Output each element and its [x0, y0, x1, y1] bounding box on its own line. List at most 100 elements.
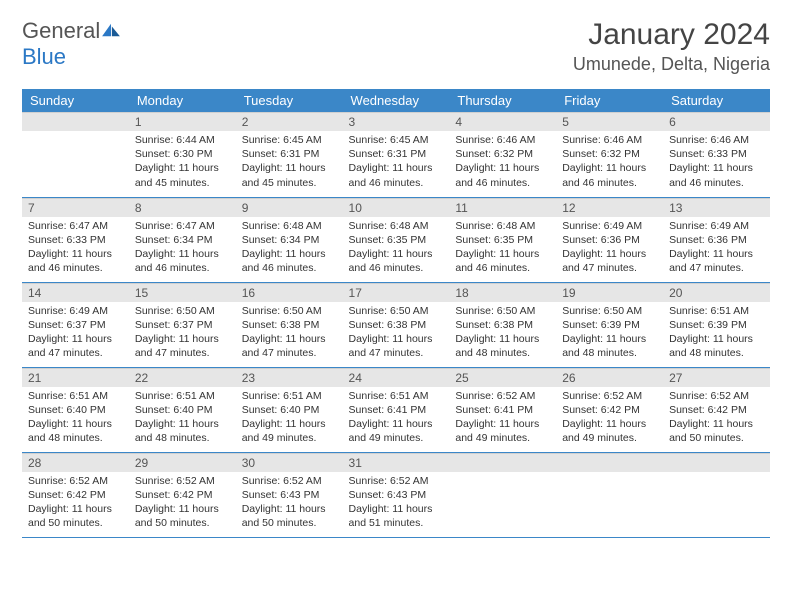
day-number: 2: [236, 112, 343, 131]
day-number: 23: [236, 368, 343, 387]
sunrise-line: Sunrise: 6:51 AM: [242, 389, 337, 403]
day-number: 22: [129, 368, 236, 387]
sunrise-line: Sunrise: 6:50 AM: [455, 304, 550, 318]
day-details: Sunrise: 6:52 AMSunset: 6:42 PMDaylight:…: [663, 387, 770, 450]
day-details: Sunrise: 6:50 AMSunset: 6:38 PMDaylight:…: [236, 302, 343, 365]
day-number: 8: [129, 198, 236, 217]
daylight-line: Daylight: 11 hours and 47 minutes.: [242, 332, 337, 360]
day-number: 28: [22, 453, 129, 472]
day-number-empty: [22, 112, 129, 131]
sunrise-line: Sunrise: 6:45 AM: [242, 133, 337, 147]
sunrise-line: Sunrise: 6:45 AM: [349, 133, 444, 147]
day-number: 29: [129, 453, 236, 472]
sunset-line: Sunset: 6:38 PM: [242, 318, 337, 332]
daylight-line: Daylight: 11 hours and 45 minutes.: [242, 161, 337, 189]
sunrise-line: Sunrise: 6:49 AM: [669, 219, 764, 233]
day-number: 31: [343, 453, 450, 472]
day-number: 27: [663, 368, 770, 387]
daylight-line: Daylight: 11 hours and 46 minutes.: [242, 247, 337, 275]
day-number: 30: [236, 453, 343, 472]
day-details: Sunrise: 6:52 AMSunset: 6:42 PMDaylight:…: [22, 472, 129, 535]
sunrise-line: Sunrise: 6:51 AM: [135, 389, 230, 403]
day-details: Sunrise: 6:51 AMSunset: 6:40 PMDaylight:…: [22, 387, 129, 450]
sunset-line: Sunset: 6:43 PM: [242, 488, 337, 502]
sunset-line: Sunset: 6:41 PM: [455, 403, 550, 417]
day-details: Sunrise: 6:48 AMSunset: 6:35 PMDaylight:…: [343, 217, 450, 280]
calendar-cell: 30Sunrise: 6:52 AMSunset: 6:43 PMDayligh…: [236, 452, 343, 537]
sunset-line: Sunset: 6:33 PM: [28, 233, 123, 247]
day-details: Sunrise: 6:46 AMSunset: 6:32 PMDaylight:…: [449, 131, 556, 194]
daylight-line: Daylight: 11 hours and 46 minutes.: [562, 161, 657, 189]
sunset-line: Sunset: 6:34 PM: [135, 233, 230, 247]
sunrise-line: Sunrise: 6:52 AM: [28, 474, 123, 488]
day-details: Sunrise: 6:50 AMSunset: 6:38 PMDaylight:…: [449, 302, 556, 365]
sunrise-line: Sunrise: 6:49 AM: [562, 219, 657, 233]
day-details: Sunrise: 6:51 AMSunset: 6:39 PMDaylight:…: [663, 302, 770, 365]
sunset-line: Sunset: 6:30 PM: [135, 147, 230, 161]
day-details: Sunrise: 6:50 AMSunset: 6:38 PMDaylight:…: [343, 302, 450, 365]
title-block: January 2024 Umunede, Delta, Nigeria: [573, 18, 770, 75]
daylight-line: Daylight: 11 hours and 47 minutes.: [562, 247, 657, 275]
sunset-line: Sunset: 6:31 PM: [242, 147, 337, 161]
sunrise-line: Sunrise: 6:50 AM: [349, 304, 444, 318]
sunrise-line: Sunrise: 6:47 AM: [135, 219, 230, 233]
day-number-empty: [663, 453, 770, 472]
calendar-cell: 12Sunrise: 6:49 AMSunset: 6:36 PMDayligh…: [556, 197, 663, 282]
sunrise-line: Sunrise: 6:52 AM: [349, 474, 444, 488]
day-number: 17: [343, 283, 450, 302]
day-number: 3: [343, 112, 450, 131]
sunset-line: Sunset: 6:40 PM: [28, 403, 123, 417]
sunrise-line: Sunrise: 6:46 AM: [669, 133, 764, 147]
calendar-cell: 24Sunrise: 6:51 AMSunset: 6:41 PMDayligh…: [343, 367, 450, 452]
calendar-cell: [663, 452, 770, 537]
calendar-week-row: 21Sunrise: 6:51 AMSunset: 6:40 PMDayligh…: [22, 367, 770, 452]
sunrise-line: Sunrise: 6:52 AM: [242, 474, 337, 488]
daylight-line: Daylight: 11 hours and 47 minutes.: [135, 332, 230, 360]
calendar-cell: 19Sunrise: 6:50 AMSunset: 6:39 PMDayligh…: [556, 282, 663, 367]
day-details: Sunrise: 6:49 AMSunset: 6:36 PMDaylight:…: [556, 217, 663, 280]
calendar-week-row: 14Sunrise: 6:49 AMSunset: 6:37 PMDayligh…: [22, 282, 770, 367]
day-details: Sunrise: 6:44 AMSunset: 6:30 PMDaylight:…: [129, 131, 236, 194]
calendar-cell: 28Sunrise: 6:52 AMSunset: 6:42 PMDayligh…: [22, 452, 129, 537]
calendar-week-row: 7Sunrise: 6:47 AMSunset: 6:33 PMDaylight…: [22, 197, 770, 282]
calendar-cell: 25Sunrise: 6:52 AMSunset: 6:41 PMDayligh…: [449, 367, 556, 452]
day-number: 13: [663, 198, 770, 217]
calendar-cell: 4Sunrise: 6:46 AMSunset: 6:32 PMDaylight…: [449, 112, 556, 197]
daylight-line: Daylight: 11 hours and 46 minutes.: [28, 247, 123, 275]
calendar-cell: 29Sunrise: 6:52 AMSunset: 6:42 PMDayligh…: [129, 452, 236, 537]
weekday-header: Thursday: [449, 89, 556, 112]
location: Umunede, Delta, Nigeria: [573, 54, 770, 75]
day-details: Sunrise: 6:47 AMSunset: 6:34 PMDaylight:…: [129, 217, 236, 280]
logo-text-general: General: [22, 18, 100, 43]
calendar-cell: 23Sunrise: 6:51 AMSunset: 6:40 PMDayligh…: [236, 367, 343, 452]
daylight-line: Daylight: 11 hours and 50 minutes.: [28, 502, 123, 530]
day-details: Sunrise: 6:52 AMSunset: 6:41 PMDaylight:…: [449, 387, 556, 450]
sunset-line: Sunset: 6:35 PM: [349, 233, 444, 247]
daylight-line: Daylight: 11 hours and 49 minutes.: [349, 417, 444, 445]
calendar-cell: 31Sunrise: 6:52 AMSunset: 6:43 PMDayligh…: [343, 452, 450, 537]
sunrise-line: Sunrise: 6:52 AM: [455, 389, 550, 403]
sunset-line: Sunset: 6:40 PM: [135, 403, 230, 417]
day-details: Sunrise: 6:48 AMSunset: 6:35 PMDaylight:…: [449, 217, 556, 280]
daylight-line: Daylight: 11 hours and 47 minutes.: [669, 247, 764, 275]
sunset-line: Sunset: 6:39 PM: [669, 318, 764, 332]
calendar-cell: 22Sunrise: 6:51 AMSunset: 6:40 PMDayligh…: [129, 367, 236, 452]
sunrise-line: Sunrise: 6:48 AM: [349, 219, 444, 233]
sunset-line: Sunset: 6:36 PM: [562, 233, 657, 247]
calendar-cell: 7Sunrise: 6:47 AMSunset: 6:33 PMDaylight…: [22, 197, 129, 282]
calendar-cell: 16Sunrise: 6:50 AMSunset: 6:38 PMDayligh…: [236, 282, 343, 367]
sunset-line: Sunset: 6:40 PM: [242, 403, 337, 417]
day-number: 18: [449, 283, 556, 302]
calendar-week-row: 1Sunrise: 6:44 AMSunset: 6:30 PMDaylight…: [22, 112, 770, 197]
weekday-header: Saturday: [663, 89, 770, 112]
sunset-line: Sunset: 6:38 PM: [349, 318, 444, 332]
sunrise-line: Sunrise: 6:50 AM: [135, 304, 230, 318]
logo-sail-icon: [100, 22, 122, 38]
sunset-line: Sunset: 6:41 PM: [349, 403, 444, 417]
sunrise-line: Sunrise: 6:50 AM: [242, 304, 337, 318]
day-details: Sunrise: 6:45 AMSunset: 6:31 PMDaylight:…: [343, 131, 450, 194]
sunset-line: Sunset: 6:37 PM: [28, 318, 123, 332]
calendar-cell: 17Sunrise: 6:50 AMSunset: 6:38 PMDayligh…: [343, 282, 450, 367]
day-details: Sunrise: 6:46 AMSunset: 6:32 PMDaylight:…: [556, 131, 663, 194]
day-number: 6: [663, 112, 770, 131]
